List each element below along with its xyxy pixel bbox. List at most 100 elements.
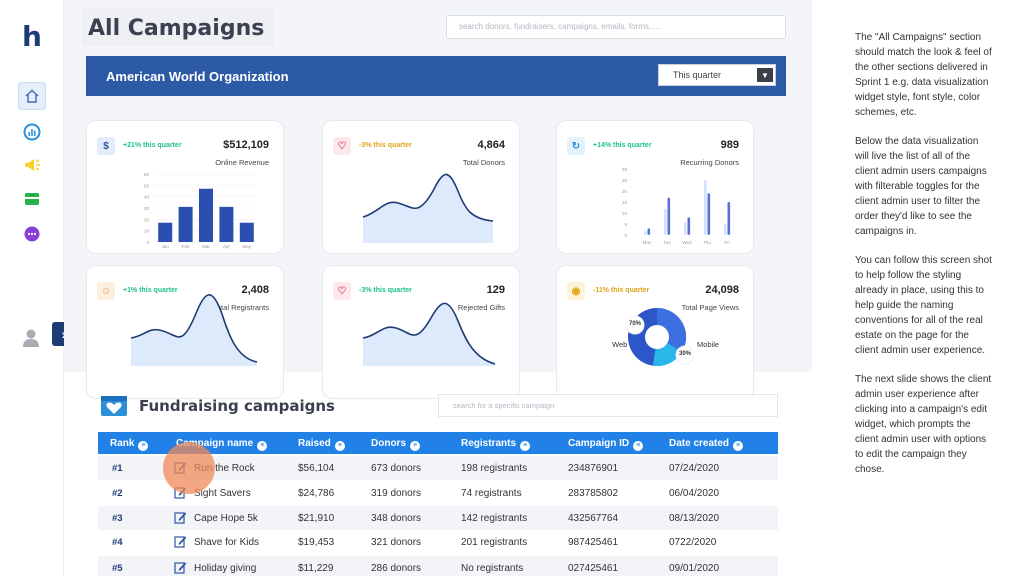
card-value: $512,109 [223, 139, 269, 151]
bar [664, 208, 667, 235]
column-header-label: Date created [669, 438, 730, 449]
card-online-revenue[interactable]: $ +21% this quarter $512,109 Online Reve… [86, 120, 284, 254]
card-label: Recurring Donors [680, 158, 739, 167]
campaign-name-cell[interactable]: Cape Hope 5k [194, 513, 258, 524]
registrants-cell: 142 registrants [461, 513, 528, 524]
table-row[interactable]: #4 Shave for Kids $19,453 321 donors 201 reg… [98, 530, 778, 554]
x-tick-label: Apr [223, 244, 231, 249]
campaign-name-cell[interactable]: Shave for Kids [194, 537, 260, 548]
nav-analytics-button[interactable] [18, 118, 46, 146]
column-header-rank[interactable]: Rank ≡ [110, 438, 149, 451]
period-select[interactable]: This quarter ▼ [658, 64, 776, 86]
campaign-id-cell: 283785802 [568, 488, 619, 499]
campaign-name-cell[interactable]: Run the Rock [194, 463, 255, 474]
user-avatar-icon[interactable] [22, 328, 40, 348]
card-label: Total Registrants [213, 303, 269, 312]
column-header-donors[interactable]: Donors ≡ [371, 438, 420, 451]
analytics-icon [23, 123, 41, 141]
card-recurring-donors[interactable]: ↻ +14% this quarter 989 Recurring Donors… [556, 120, 754, 254]
chevron-down-icon[interactable]: ▼ [757, 68, 773, 82]
nav-payments-button[interactable] [18, 185, 46, 213]
nav-more-button[interactable] [18, 220, 46, 248]
fundraising-heart-icon [101, 396, 127, 416]
bar [158, 222, 173, 242]
x-tick-label: Feb [182, 244, 190, 249]
x-tick-label: Mar [202, 244, 210, 249]
card-label: Rejected Gifts [457, 303, 505, 312]
sort-icon[interactable]: ≡ [733, 441, 744, 451]
raised-cell: $24,786 [298, 488, 335, 499]
global-search-input[interactable]: search donors, fundraisers, campaigns, e… [446, 15, 786, 39]
edit-campaign-icon[interactable] [174, 561, 187, 574]
column-header-campaign-id[interactable]: Campaign ID ≡ [568, 438, 644, 451]
rank-cell: #2 [112, 488, 123, 499]
bar [178, 206, 193, 242]
y-tick-label: 5 [624, 222, 627, 227]
bar [687, 217, 691, 235]
table-row[interactable]: #3 Cape Hope 5k $21,910 348 donors 142 regis… [98, 506, 778, 530]
campaign-id-cell: 027425461 [568, 563, 619, 574]
date-created-cell: 07/24/2020 [669, 463, 720, 474]
registrants-cell: 201 registrants [461, 537, 528, 548]
table-row[interactable]: #2 Sight Savers $24,786 319 donors 74 regist… [98, 481, 778, 505]
sort-icon[interactable]: ≡ [257, 441, 268, 451]
card-value: 989 [720, 139, 739, 151]
sort-icon[interactable]: ≡ [520, 441, 531, 451]
rank-cell: #5 [112, 563, 123, 574]
campaign-id-cell: 234876901 [568, 463, 619, 474]
org-banner: American World Organization This quarter… [86, 56, 786, 96]
table-row[interactable]: #5 Holiday giving $11,229 286 donors No regi… [98, 556, 778, 576]
card-rejected-gifts[interactable]: ♡ -3% this quarter 129 Rejected Gifts [322, 265, 520, 399]
sort-icon[interactable]: ≡ [410, 441, 420, 451]
web-percent-label: 70% [628, 321, 641, 327]
bar [644, 230, 647, 235]
y-tick-label: 50 [144, 183, 150, 188]
note-paragraph: You can follow this screen shot to help … [855, 255, 992, 356]
campaign-name-cell[interactable]: Sight Savers [194, 488, 251, 499]
x-tick-label: Mon [643, 240, 652, 245]
card-change: +14% this quarter [593, 142, 652, 149]
dollar-icon: $ [97, 137, 115, 155]
date-created-cell: 09/01/2020 [669, 563, 720, 574]
donors-cell: 348 donors [371, 513, 422, 524]
bar [684, 221, 687, 235]
brand-logo[interactable]: h [22, 20, 42, 53]
column-header-date-created[interactable]: Date created ≡ [669, 438, 744, 451]
period-select-value: This quarter [673, 70, 722, 80]
nav-home-button[interactable] [18, 82, 46, 110]
sort-icon[interactable]: ≡ [633, 441, 644, 451]
card-change: -3% this quarter [359, 287, 412, 294]
column-header-label: Donors [371, 438, 406, 449]
campaign-name-cell[interactable]: Holiday giving [194, 563, 257, 574]
sort-icon[interactable]: ≡ [334, 441, 345, 451]
y-tick-label: 10 [622, 211, 628, 216]
card-total-registrants[interactable]: ☺ +1% this quarter 2,408 Total Registran… [86, 265, 284, 399]
nav-campaigns-button[interactable] [18, 151, 46, 179]
rank-cell: #3 [112, 513, 123, 524]
edit-campaign-icon[interactable] [174, 511, 187, 524]
campaign-search-input[interactable]: search for a specific campaign [438, 394, 778, 417]
raised-cell: $56,104 [298, 463, 335, 474]
column-header-registrants[interactable]: Registrants ≡ [461, 438, 531, 451]
card-total-donors[interactable]: ♡ -3% this quarter 4,864 Total Donors [322, 120, 520, 254]
card-value: 129 [486, 284, 505, 296]
y-tick-label: 10 [144, 229, 150, 234]
megaphone-icon [25, 159, 40, 171]
card-total-page-views[interactable]: ◉ -11% this quarter 24,098 Total Page Vi… [556, 265, 754, 399]
column-header-label: Campaign ID [568, 438, 630, 449]
edit-campaign-icon[interactable] [174, 535, 187, 548]
annotation-notes: The "All Campaigns" section should match… [855, 30, 995, 491]
mobile-percent-label: 30% [678, 351, 691, 357]
card-value: 4,864 [477, 139, 505, 151]
column-header-campaign-name[interactable]: Campaign name ≡ [176, 438, 268, 451]
home-icon [25, 89, 39, 103]
sort-icon[interactable]: ≡ [138, 441, 149, 451]
bar [727, 202, 731, 235]
campaign-id-cell: 987425461 [568, 537, 619, 548]
card-change: -11% this quarter [593, 287, 650, 294]
donors-trend-graphic [362, 173, 494, 243]
rejected-gifts-trend-graphic [362, 302, 496, 366]
column-header-raised[interactable]: Raised ≡ [298, 438, 345, 451]
y-tick-label: 40 [144, 195, 150, 200]
